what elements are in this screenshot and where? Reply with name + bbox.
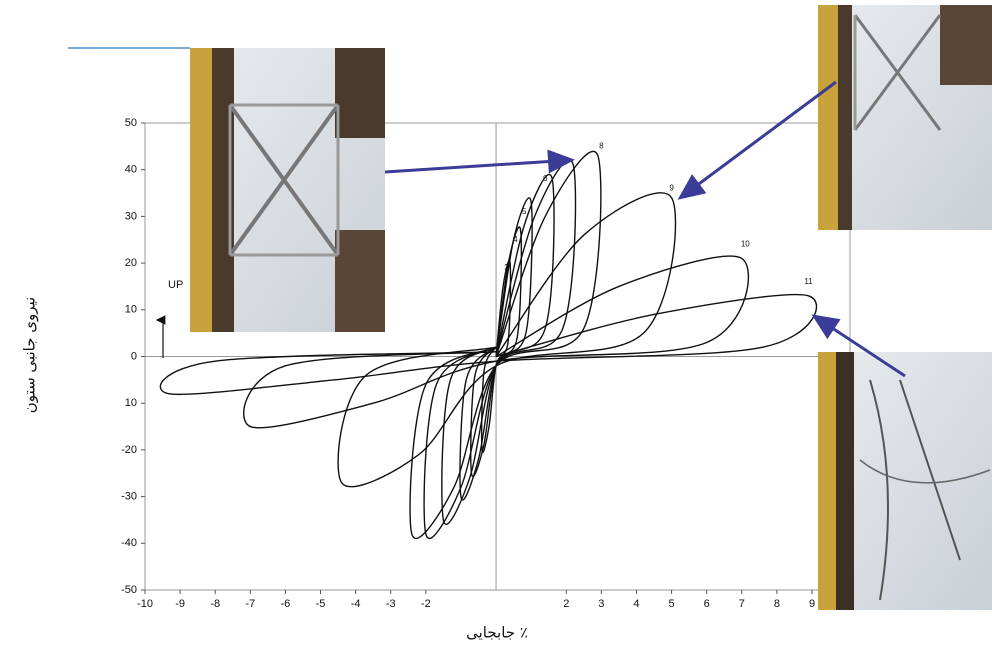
peak-label: 10 — [741, 240, 750, 249]
x-tick-label: -2 — [421, 598, 431, 610]
x-tick-label: -5 — [316, 598, 326, 610]
x-tick-label: 7 — [739, 598, 745, 610]
x-tick-label: -3 — [386, 598, 396, 610]
y-tick-label: -50 — [121, 584, 137, 596]
x-tick-label: 2 — [563, 598, 569, 610]
y-tick-label: -30 — [121, 491, 137, 503]
pointer-arrow — [677, 80, 837, 200]
photo-top-right — [818, 5, 992, 230]
pointer-arrow — [384, 149, 575, 174]
plot-area: -50 -40 -30 -20 10 0 10 20 30 40 50 -10 -9 -8 -7 -6 -5 -4… — [121, 117, 851, 610]
x-tick-label: 8 — [774, 598, 780, 610]
y-tick-label: 20 — [125, 257, 137, 269]
hysteresis-loop — [409, 150, 602, 540]
y-tick-label: 10 — [125, 397, 137, 409]
y-tick-label: 0 — [131, 350, 137, 362]
y-tick-label: 40 — [125, 164, 137, 176]
x-axis-label: جابجایی ٪ — [466, 624, 528, 642]
hysteresis-loop — [159, 293, 818, 396]
x-tick-label: -10 — [137, 598, 153, 610]
x-tick-label: -4 — [351, 598, 361, 610]
y-tick-label: 30 — [125, 210, 137, 222]
x-tick-label: -7 — [245, 598, 255, 610]
x-tick-label: -8 — [210, 598, 220, 610]
peak-label: 8 — [599, 141, 604, 150]
photo-top-left — [190, 48, 385, 332]
peak-label: 5 — [522, 207, 527, 216]
hysteresis-loop — [337, 192, 677, 488]
y-tick-label: -40 — [121, 537, 137, 549]
y-tick-label: -20 — [121, 444, 137, 456]
y-axis-label: نیروی جانبی ستون — [21, 297, 39, 413]
pointer-arrow — [811, 314, 906, 378]
peak-label: 9 — [669, 183, 674, 192]
y-tick-label: 50 — [125, 117, 137, 129]
peak-label: 6 — [543, 174, 548, 183]
x-tick-label: 5 — [669, 598, 675, 610]
x-tick-label: -6 — [281, 598, 291, 610]
y-tick-label: 10 — [125, 304, 137, 316]
peak-label: 4 — [513, 235, 518, 244]
peak-label: 11 — [804, 277, 813, 286]
x-tick-label: 3 — [598, 598, 604, 610]
x-tick-label: -9 — [175, 598, 185, 610]
x-tick-label: 4 — [633, 598, 639, 610]
x-tick-label: 6 — [704, 598, 710, 610]
annotation: UP — [168, 279, 183, 291]
peak-label: 3 — [504, 263, 509, 272]
photo-bottom-right — [818, 352, 992, 610]
x-tick-label: 9 — [809, 598, 815, 610]
hysteresis-loop — [441, 173, 555, 525]
